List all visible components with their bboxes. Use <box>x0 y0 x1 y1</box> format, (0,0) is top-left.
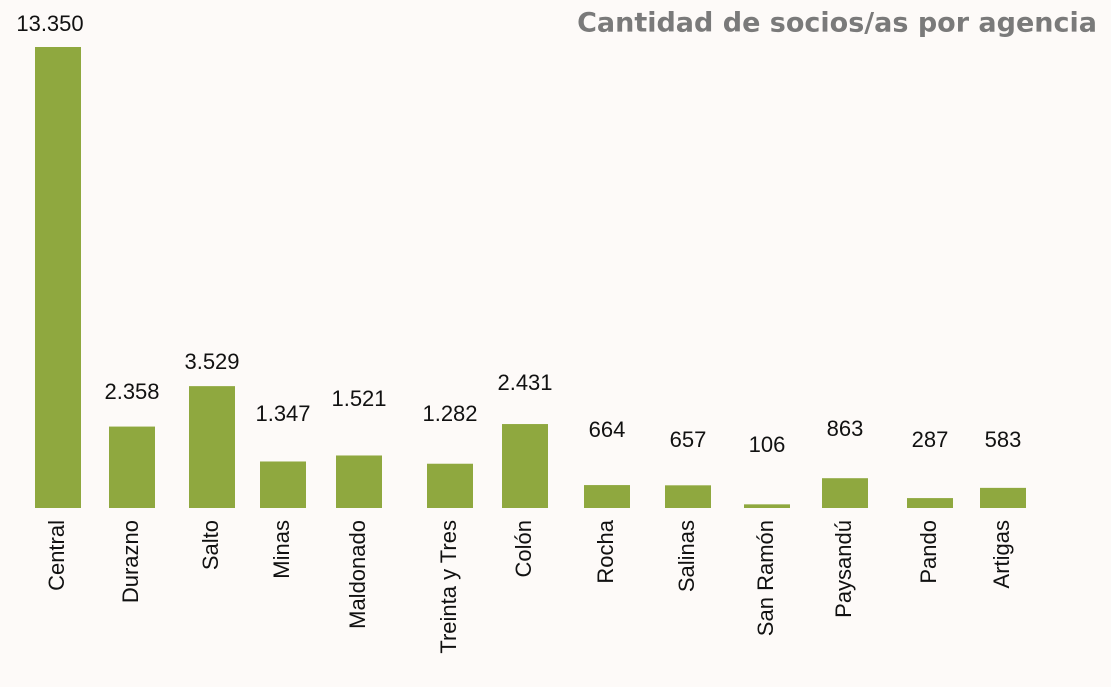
bar <box>502 424 548 508</box>
bar <box>907 498 953 508</box>
value-label: 106 <box>749 432 786 457</box>
value-label: 13.350 <box>16 11 83 36</box>
x-tick-label: Colón <box>511 520 536 577</box>
value-label: 1.521 <box>331 386 386 411</box>
value-label: 863 <box>827 416 864 441</box>
bar <box>260 461 306 508</box>
x-tick-label: Rocha <box>593 519 618 583</box>
bar <box>822 478 868 508</box>
value-label: 583 <box>985 427 1022 452</box>
x-tick-label: Maldonado <box>345 520 370 629</box>
value-label: 664 <box>589 417 626 442</box>
value-label: 2.358 <box>104 379 159 404</box>
x-tick-label: Durazno <box>118 520 143 603</box>
bar <box>35 47 81 508</box>
x-tick-label: Salinas <box>674 520 699 592</box>
bar <box>980 487 1026 508</box>
value-label: 2.431 <box>497 370 552 395</box>
x-tick-label: Pando <box>916 520 941 584</box>
x-tick-label: Salto <box>198 520 223 570</box>
value-label: 3.529 <box>184 349 239 374</box>
x-tick-label: Paysandú <box>831 520 856 618</box>
bar <box>427 463 473 508</box>
value-label: 657 <box>670 427 707 452</box>
bar <box>744 504 790 508</box>
value-label: 1.282 <box>422 401 477 426</box>
x-tick-label: Minas <box>269 520 294 579</box>
x-tick-label: Treinta y Tres <box>436 520 461 654</box>
bar <box>109 426 155 508</box>
x-tick-label: Central <box>44 520 69 591</box>
x-tick-label: Artigas <box>989 520 1014 588</box>
bar <box>336 455 382 508</box>
bar <box>665 485 711 508</box>
value-label: 287 <box>912 427 949 452</box>
value-label: 1.347 <box>255 401 310 426</box>
bar <box>584 485 630 508</box>
bar <box>189 386 235 508</box>
chart-title: Cantidad de socios/as por agencia <box>577 8 1097 39</box>
x-tick-label: San Ramón <box>753 520 778 636</box>
